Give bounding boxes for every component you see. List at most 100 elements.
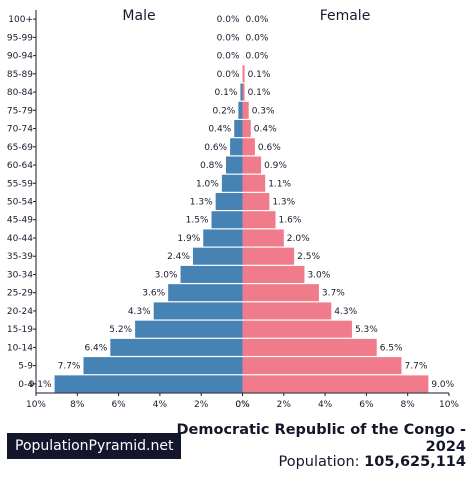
female-bar-40-44[interactable]	[242, 229, 284, 247]
female-value-label: 0.0%	[246, 15, 269, 25]
male-value-label: 7.7%	[58, 362, 81, 372]
age-tick-label: 70-74	[7, 125, 33, 135]
female-bar-15-19[interactable]	[242, 320, 352, 338]
age-tick-label: 45-49	[7, 216, 33, 226]
male-bar-80-84[interactable]	[240, 83, 243, 101]
age-tick-label: 95-99	[7, 33, 33, 43]
male-bar-55-59[interactable]	[221, 174, 243, 192]
male-bar-70-74[interactable]	[234, 120, 243, 138]
female-value-label: 3.0%	[307, 270, 330, 280]
female-bar-60-64[interactable]	[242, 156, 262, 174]
age-tick-label: 5-9	[18, 362, 33, 372]
female-bar-20-24[interactable]	[242, 302, 332, 320]
male-bar-25-29[interactable]	[168, 284, 243, 302]
age-tick-label: 0-4	[18, 380, 33, 390]
male-value-label: 1.5%	[186, 216, 209, 226]
male-bar-35-39[interactable]	[192, 247, 243, 265]
age-tick-label: 90-94	[7, 52, 33, 62]
x-tick-label-male: 2%	[194, 400, 209, 410]
male-bar-75-79[interactable]	[238, 101, 243, 119]
female-side-label: Female	[320, 8, 371, 24]
x-tick-label-male: 4%	[153, 400, 168, 410]
x-tick-label-male: 8%	[70, 400, 85, 410]
age-tick-label: 30-34	[7, 270, 33, 280]
female-bar-65-69[interactable]	[242, 138, 255, 156]
x-tick-label-female: 0%	[235, 400, 250, 410]
male-value-label: 0.1%	[215, 88, 238, 98]
population-label: Population:	[278, 454, 360, 470]
female-value-label: 0.0%	[246, 52, 269, 62]
population-pyramid: 9.1% 9.0% 0-4 7.7% 7.7% 5-9 6.4% 6.5% 10-14 5.2% 5…	[7, 8, 460, 410]
male-value-label: 0.6%	[204, 143, 227, 153]
female-value-label: 9.0%	[431, 380, 454, 390]
male-bar-40-44[interactable]	[203, 229, 243, 247]
female-bar-30-34[interactable]	[242, 265, 305, 283]
female-value-label: 0.0%	[246, 33, 269, 43]
male-value-label: 0.0%	[217, 33, 240, 43]
female-bar-5-9[interactable]	[242, 357, 402, 375]
male-value-label: 0.0%	[217, 52, 240, 62]
brand-badge[interactable]: PopulationPyramid.net	[7, 433, 182, 459]
female-bar-75-79[interactable]	[242, 101, 249, 119]
x-tick-label-female: 2%	[277, 400, 292, 410]
female-value-label: 1.3%	[272, 198, 295, 208]
x-tick-label-female: 8%	[401, 400, 416, 410]
female-bar-55-59[interactable]	[242, 174, 266, 192]
male-value-label: 0.8%	[200, 161, 223, 171]
male-bar-5-9[interactable]	[83, 357, 243, 375]
age-tick-label: 55-59	[7, 179, 33, 189]
title-line-2: 2024	[425, 439, 466, 455]
male-bar-45-49[interactable]	[211, 211, 243, 229]
male-value-label: 9.1%	[29, 380, 52, 390]
female-bar-45-49[interactable]	[242, 211, 276, 229]
female-value-label: 1.6%	[279, 216, 302, 226]
female-bar-0-4[interactable]	[242, 375, 429, 393]
male-side-label: Male	[122, 8, 155, 24]
age-tick-label: 25-29	[7, 289, 33, 299]
female-bar-10-14[interactable]	[242, 338, 377, 356]
bars-layer	[54, 65, 429, 393]
population-value: 105,625,114	[364, 454, 466, 470]
x-tick-label-female: 6%	[359, 400, 374, 410]
age-tick-label: 75-79	[7, 106, 33, 116]
male-value-label: 1.9%	[177, 234, 200, 244]
chart-title: Democratic Republic of the Congo - 2024	[166, 422, 466, 456]
female-bar-50-54[interactable]	[242, 192, 270, 211]
title-line-1: Democratic Republic of the Congo -	[176, 422, 466, 438]
female-bar-85-89[interactable]	[242, 65, 245, 83]
male-value-label: 6.4%	[84, 343, 107, 353]
male-bar-10-14[interactable]	[110, 338, 243, 356]
female-bar-70-74[interactable]	[242, 120, 251, 138]
female-value-label: 5.3%	[355, 325, 378, 335]
x-tick-label-female: 10%	[439, 400, 459, 410]
age-tick-label: 15-19	[7, 325, 33, 335]
age-tick-label: 85-89	[7, 70, 33, 80]
x-tick-label-male: 10%	[26, 400, 46, 410]
male-bar-65-69[interactable]	[230, 138, 243, 156]
male-value-label: 0.2%	[212, 106, 235, 116]
male-bar-50-54[interactable]	[215, 192, 243, 211]
x-tick-label-female: 4%	[318, 400, 333, 410]
population-total: Population: 105,625,114	[278, 454, 466, 470]
male-bar-60-64[interactable]	[225, 156, 243, 174]
age-tick-label: 80-84	[7, 88, 33, 98]
male-value-label: 3.0%	[155, 270, 178, 280]
male-value-label: 0.4%	[208, 125, 231, 135]
male-value-label: 1.0%	[196, 179, 219, 189]
female-value-label: 0.9%	[264, 161, 287, 171]
female-bar-80-84[interactable]	[242, 83, 245, 101]
male-bar-0-4[interactable]	[54, 375, 243, 393]
female-value-label: 0.1%	[248, 88, 271, 98]
male-bar-15-19[interactable]	[135, 320, 243, 338]
female-value-label: 2.0%	[287, 234, 310, 244]
age-tick-label: 20-24	[7, 307, 33, 317]
x-tick-label-male: 6%	[111, 400, 126, 410]
female-bar-25-29[interactable]	[242, 284, 319, 302]
labels-layer: 9.1% 9.0% 0-4 7.7% 7.7% 5-9 6.4% 6.5% 10-14 5.2% 5…	[7, 8, 460, 410]
female-value-label: 0.4%	[254, 125, 277, 135]
x-tick-label-male: 0%	[235, 400, 250, 410]
male-value-label: 5.2%	[109, 325, 132, 335]
male-bar-20-24[interactable]	[153, 302, 243, 320]
male-bar-30-34[interactable]	[180, 265, 243, 283]
female-bar-35-39[interactable]	[242, 247, 295, 265]
